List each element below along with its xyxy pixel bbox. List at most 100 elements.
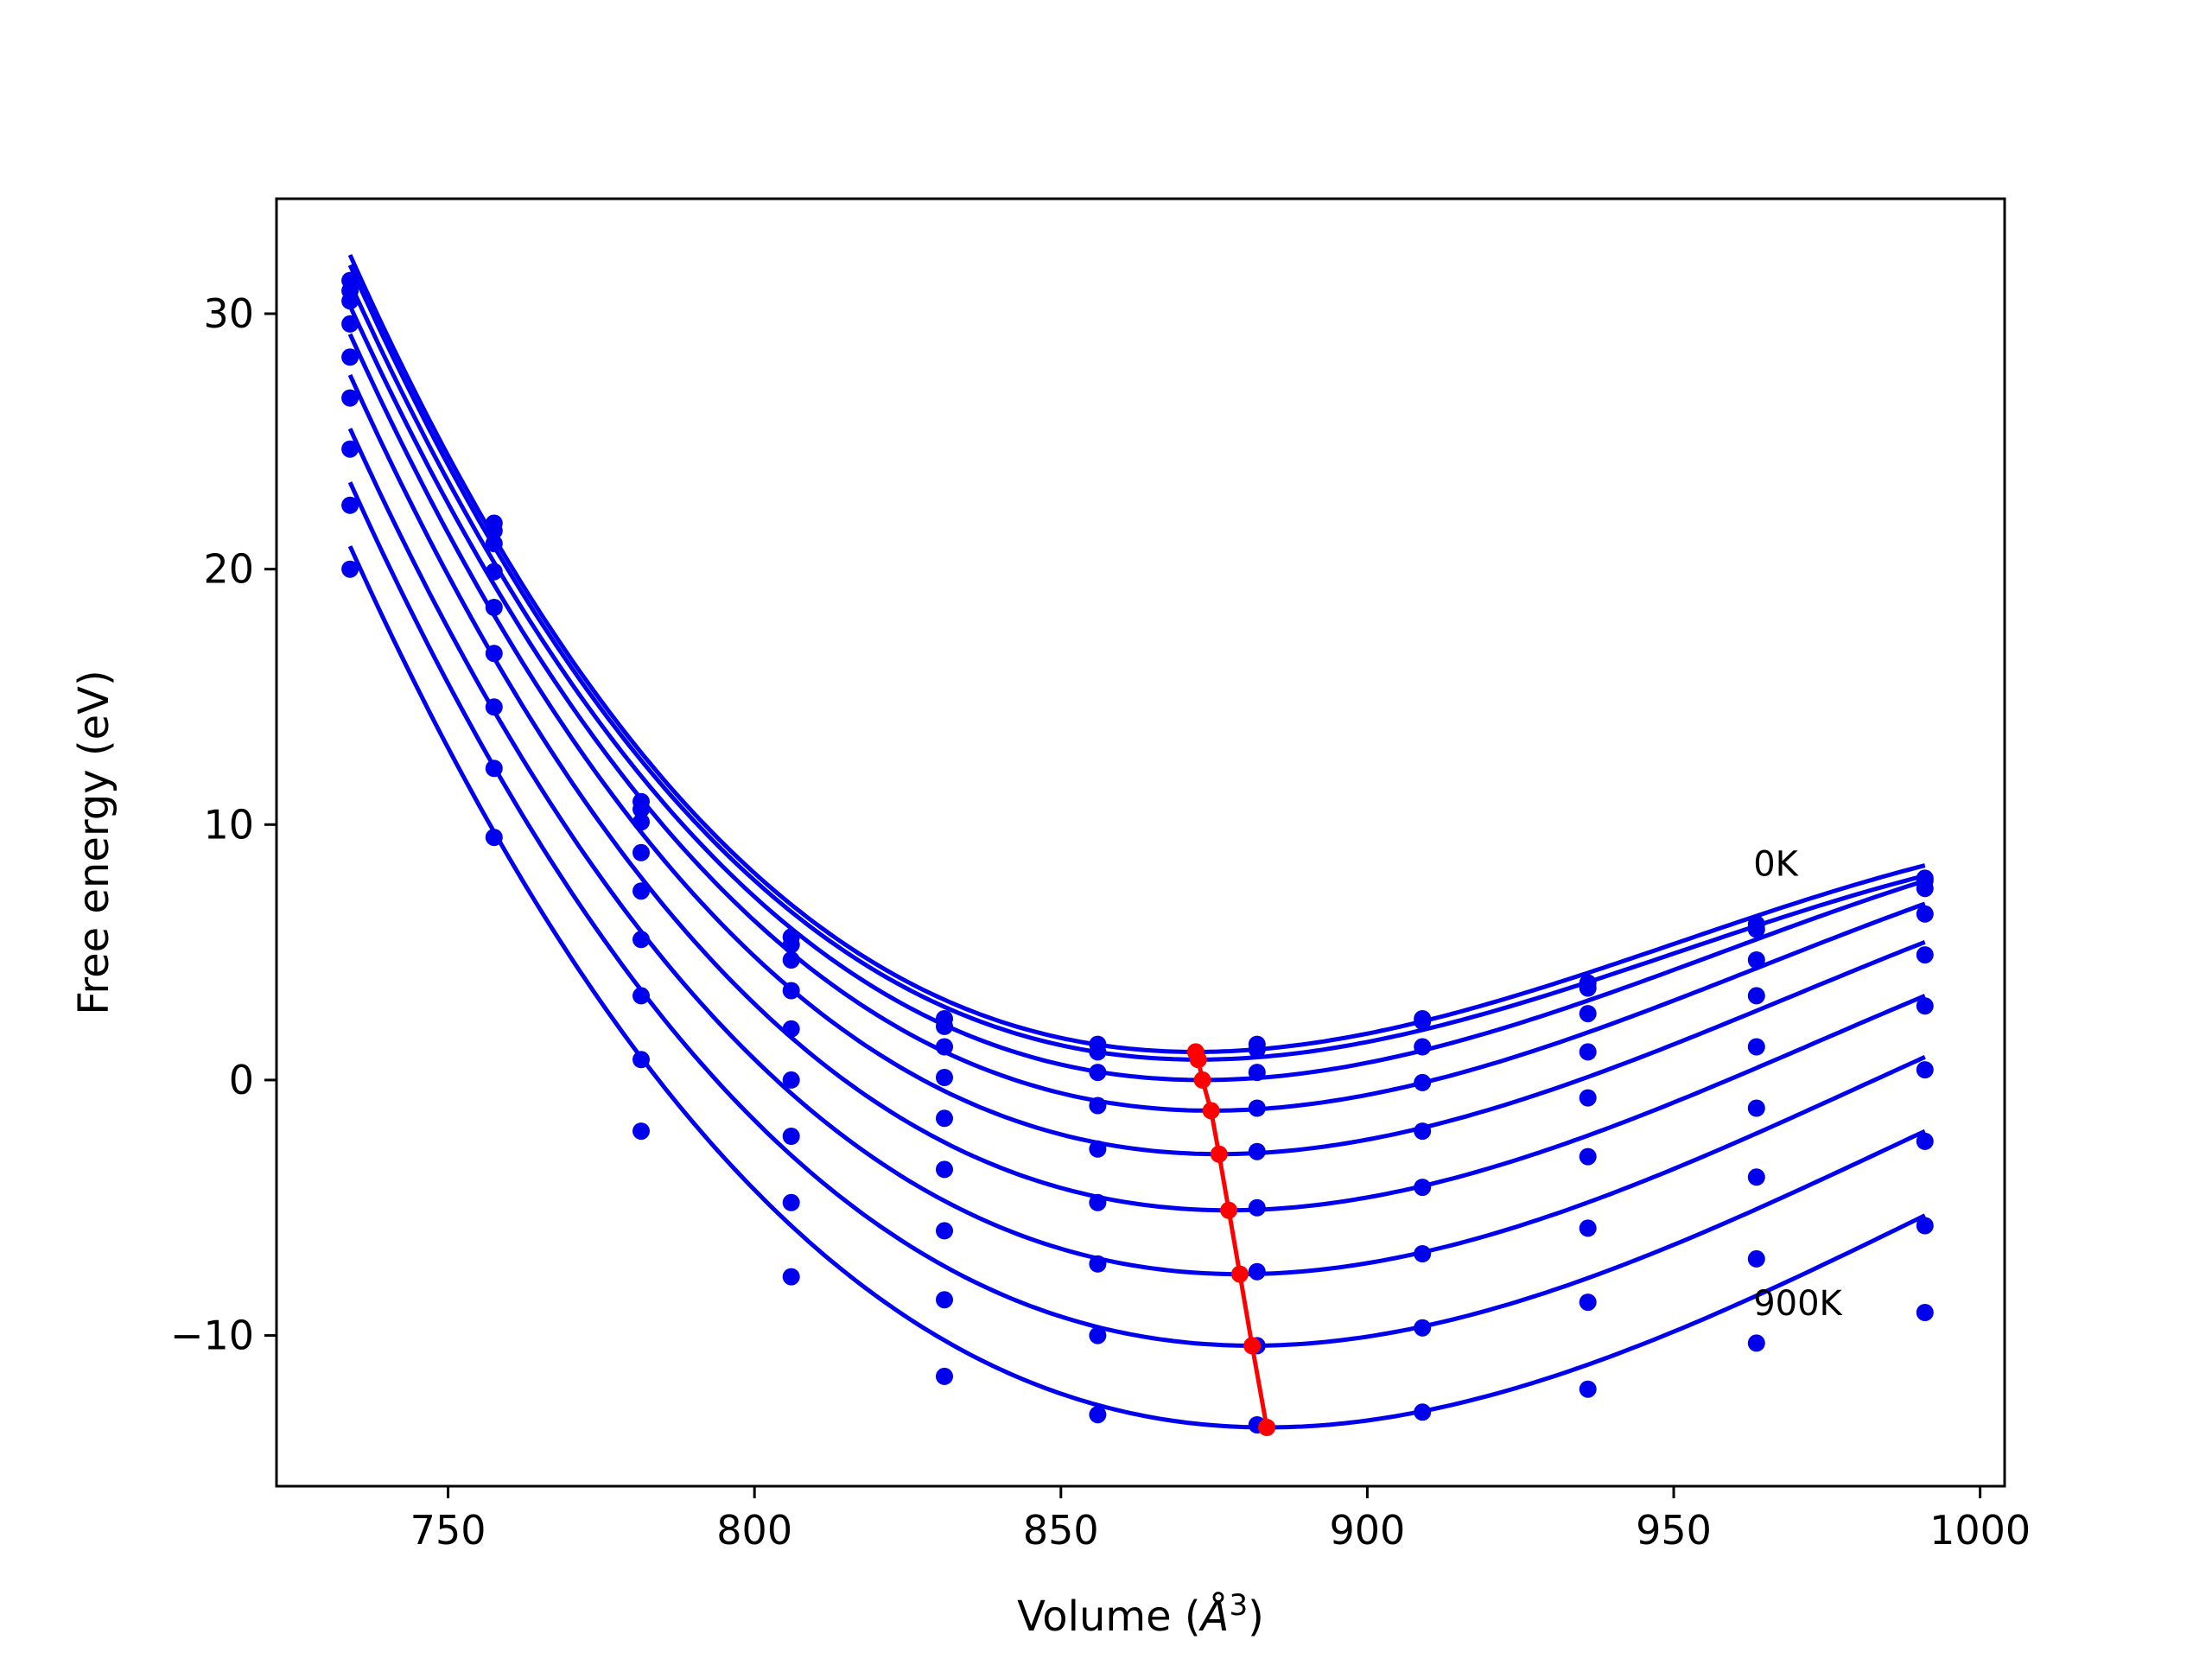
data-point <box>1248 1099 1266 1117</box>
data-point <box>1414 1038 1432 1056</box>
data-point <box>1248 1142 1266 1160</box>
x-tick-label: 900 <box>1330 1507 1406 1554</box>
minima-line <box>1186 1043 1276 1436</box>
data-point <box>485 535 503 553</box>
data-point <box>936 1109 953 1128</box>
fit-curve-5 <box>347 373 1926 1213</box>
data-point <box>1579 1294 1597 1312</box>
data-point <box>1916 1217 1934 1235</box>
data-point <box>782 1193 800 1211</box>
fit-curve-3 <box>347 305 1926 1113</box>
data-point <box>632 813 650 831</box>
data-point <box>782 1020 800 1038</box>
data-point <box>341 560 359 578</box>
data-point <box>936 1017 953 1035</box>
data-point <box>632 843 650 861</box>
data-point <box>1916 1061 1934 1079</box>
data-point <box>485 698 503 716</box>
data-point <box>1579 1147 1597 1166</box>
y-axis-ticks: −10 0 10 20 30 <box>170 290 276 1359</box>
fit-curve-0 <box>347 253 1926 1054</box>
fit-curve-7 <box>347 481 1926 1348</box>
minimum-point <box>1220 1201 1238 1219</box>
data-point <box>1414 1073 1432 1091</box>
data-point <box>782 1071 800 1089</box>
data-point <box>1747 1099 1765 1117</box>
data-point <box>936 1038 953 1056</box>
data-point <box>341 315 359 333</box>
y-tick-label: 10 <box>203 801 254 848</box>
data-point <box>485 760 503 778</box>
data-point <box>936 1222 953 1240</box>
minimum-point <box>1258 1419 1276 1436</box>
y-tick-label: −10 <box>170 1313 254 1359</box>
data-point <box>1747 1168 1765 1186</box>
x-tick-label: 1000 <box>1929 1507 2031 1554</box>
x-tick-label: 750 <box>410 1507 486 1554</box>
data-point <box>1747 1249 1765 1268</box>
data-point <box>1579 979 1597 997</box>
data-point <box>1916 997 1934 1015</box>
x-tick-label: 850 <box>1023 1507 1099 1554</box>
data-point <box>1579 1043 1597 1061</box>
data-point <box>1414 1245 1432 1262</box>
data-point <box>1579 1219 1597 1237</box>
data-point <box>1579 1089 1597 1107</box>
data-point <box>1747 987 1765 1005</box>
data-point <box>936 1367 953 1385</box>
data-point <box>632 987 650 1005</box>
data-point <box>1089 1096 1107 1115</box>
data-point <box>1248 1262 1266 1281</box>
data-point <box>485 522 503 540</box>
x-axis-label: Volume (Å3) <box>1017 1588 1264 1641</box>
data-point <box>936 1160 953 1179</box>
annotation-900k: 900K <box>1753 1284 1843 1324</box>
data-point <box>1414 1179 1432 1197</box>
data-point <box>1089 1255 1107 1273</box>
data-point <box>1747 1038 1765 1056</box>
data-point <box>632 931 650 949</box>
data-point <box>485 563 503 581</box>
data-point <box>782 982 800 1000</box>
minimum-point <box>1243 1337 1262 1355</box>
fit-curve-6 <box>347 428 1926 1277</box>
data-point <box>341 440 359 458</box>
data-point <box>1747 951 1765 969</box>
data-point <box>1414 1012 1432 1030</box>
data-point <box>1089 1043 1107 1061</box>
data-point <box>1248 1064 1266 1082</box>
y-tick-label: 30 <box>203 290 254 337</box>
annotation-0k: 0K <box>1753 844 1799 884</box>
data-point <box>341 389 359 407</box>
data-point <box>632 882 650 900</box>
x-tick-label: 800 <box>716 1507 792 1554</box>
data-point <box>632 800 650 818</box>
fit-curve-4 <box>347 333 1926 1157</box>
data-point <box>485 645 503 663</box>
data-point <box>1414 1122 1432 1141</box>
x-tick-label: 950 <box>1636 1507 1712 1554</box>
data-point <box>782 1268 800 1286</box>
minimum-point <box>1189 1051 1207 1069</box>
fit-curve-2 <box>347 282 1926 1083</box>
data-point <box>782 936 800 954</box>
data-point <box>341 292 359 310</box>
data-point <box>1248 1040 1266 1058</box>
data-point <box>1089 1064 1107 1082</box>
data-point <box>1089 1326 1107 1344</box>
minimum-point <box>1193 1071 1211 1089</box>
minimum-point <box>1230 1265 1249 1283</box>
fitted-curves <box>347 253 1926 1430</box>
data-point <box>341 348 359 366</box>
data-point <box>632 1051 650 1069</box>
data-point <box>1089 1140 1107 1158</box>
data-point <box>782 951 800 969</box>
data-point <box>1579 1005 1597 1023</box>
data-point <box>1089 1406 1107 1424</box>
data-point <box>485 829 503 847</box>
plot-frame <box>275 197 2006 1488</box>
data-point <box>1916 1304 1934 1321</box>
data-point <box>485 599 503 616</box>
